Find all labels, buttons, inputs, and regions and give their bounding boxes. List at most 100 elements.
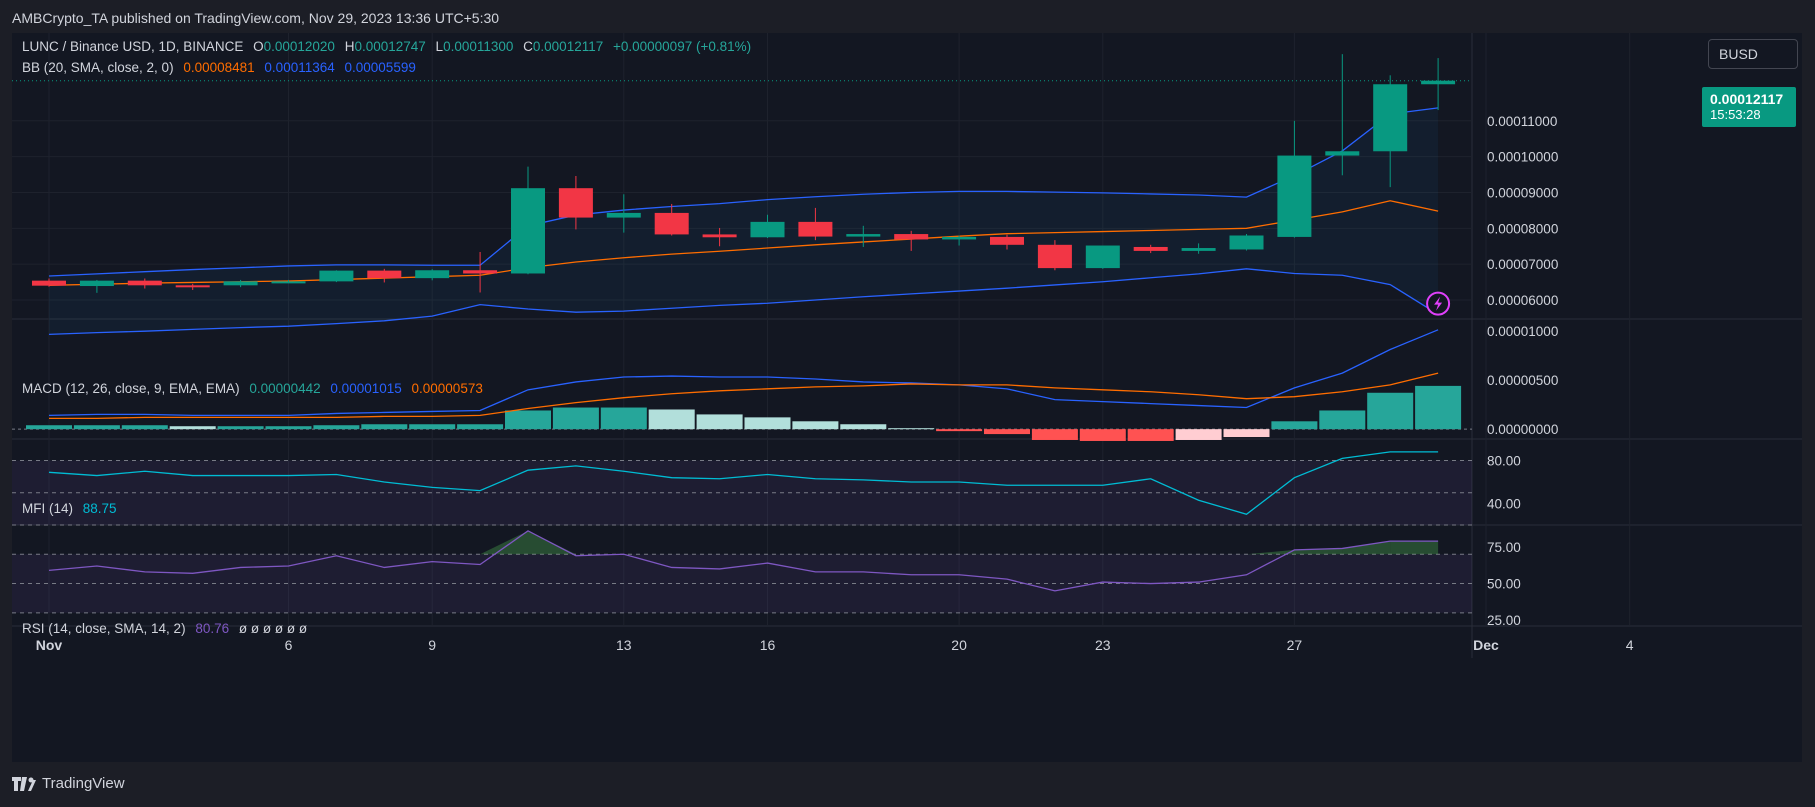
rsi-line [48,530,1439,592]
price-tick-label: 0.00009000 [1487,185,1558,200]
candle-body [1181,248,1216,251]
price-tick-label: 0.00011000 [1487,114,1557,129]
candle [990,234,1024,250]
candle [1229,234,1264,251]
rsi-tick-label: 50.00 [1487,577,1521,592]
macd-legend: MACD (12, 26, close, 9, EMA, EMA) 0.0000… [22,381,483,396]
macd-signal-value: 0.00000573 [411,381,483,396]
flash-icon-bolt [1434,296,1443,311]
bb-upper-line [48,107,1439,277]
macd-histogram-bar [840,424,887,430]
candle [894,230,929,251]
candle [32,278,66,287]
footer-brand[interactable]: TradingView [42,775,125,792]
candle [606,194,641,233]
candle-body [894,234,929,240]
close-value: 0.00012117 [532,39,604,54]
candle [271,279,306,284]
bb-lower-line [48,268,1439,336]
macd-histogram-bar [409,424,456,430]
candle-body [1325,151,1360,156]
time-tick-label: 16 [760,637,776,653]
macd-histogram-bar [1079,429,1126,441]
last-price-tag: 0.00012117 15:53:28 [1702,87,1796,127]
macd-signal-line [49,372,1439,419]
time-tick-label: 9 [428,637,436,653]
high-value: 0.00012747 [354,39,426,54]
bb-basis-value: 0.00008481 [183,60,255,75]
time-tick-label: 4 [1626,637,1634,653]
candle-body [79,280,114,287]
candle-body [1229,235,1264,250]
low-value: 0.00011300 [443,39,514,54]
time-tick-label: Nov [36,637,63,653]
candle-body [1037,244,1072,269]
candle [1085,245,1120,269]
candle [175,283,210,290]
candle [750,214,785,239]
macd-histogram-bar [1319,410,1366,430]
time-tick-label: 6 [285,637,293,653]
macd-tick-label: 0.00000000 [1487,422,1558,437]
candle-body [1133,246,1168,251]
candle-body [223,281,258,286]
candle-body [1373,84,1408,152]
candle [1037,240,1072,271]
macd-line [48,329,1439,417]
macd-histogram-bar [121,425,168,430]
mfi-tick-label: 40.00 [1487,497,1521,512]
time-tick-label: 13 [616,637,632,653]
macd-histogram-bar [1127,429,1174,441]
candle [558,176,593,230]
candle-body [271,281,306,284]
time-tick-label: Dec [1473,637,1499,653]
candle-body [942,236,977,240]
candle [1277,120,1312,238]
candle-body [463,270,498,274]
candle-body [175,285,210,288]
candle [942,235,977,246]
macd-histogram-bar [1175,429,1222,440]
candle [798,207,833,241]
open-value: 0.00012020 [263,39,335,54]
candle [415,269,450,281]
footer: TradingView [12,775,125,792]
mfi-line [48,451,1439,515]
rsi-overbought-fill [1390,541,1439,555]
rsi-overbought-fill [1246,549,1295,555]
chart-svg[interactable]: 0.00011000 0.00010000 0.00009000 0.00008000… [12,33,1802,762]
bb-lower-value: 0.00005599 [344,60,416,75]
rsi-value: 80.76 [195,621,230,636]
candle [223,279,258,288]
macd-tick-label: 0.00001000 [1487,324,1558,339]
candle-body [990,236,1024,245]
candle [511,166,545,275]
macd-histogram-bar [1367,392,1414,430]
rsi-legend: RSI (14, close, SMA, 14, 2) 80.76 ø ø ø … [22,621,308,636]
main-legend: LUNC / Binance USD, 1D, BINANCE O0.00012… [22,39,752,54]
time-tick-label: 27 [1287,637,1303,653]
macd-histogram-bar [73,425,120,430]
candle-body [1277,155,1312,237]
candle-body [606,212,641,218]
currency-button[interactable]: BUSD [1708,39,1798,69]
candle-body [511,188,545,274]
macd-histogram-bar [744,417,791,430]
macd-histogram-bar [361,424,408,430]
mfi-legend: MFI (14) 88.75 [22,501,117,516]
candle-body [1085,245,1120,269]
candle-body [367,270,402,279]
rsi-overbought-fill [1342,541,1391,555]
macd-histogram-bar [600,407,647,430]
macd-histogram-bar [457,424,504,430]
macd-histogram-bar [696,414,743,430]
candle [1133,244,1168,254]
macd-histogram-bar [984,429,1030,435]
chart-area[interactable]: 0.00011000 0.00010000 0.00009000 0.00008000… [12,33,1802,762]
price-tick-label: 0.00007000 [1487,257,1558,272]
macd-histogram-bar [505,410,551,430]
candle [319,270,354,283]
macd-histogram-bar [1223,429,1270,438]
macd-histogram-bar [265,426,312,430]
time-tick-label: 20 [951,637,967,653]
